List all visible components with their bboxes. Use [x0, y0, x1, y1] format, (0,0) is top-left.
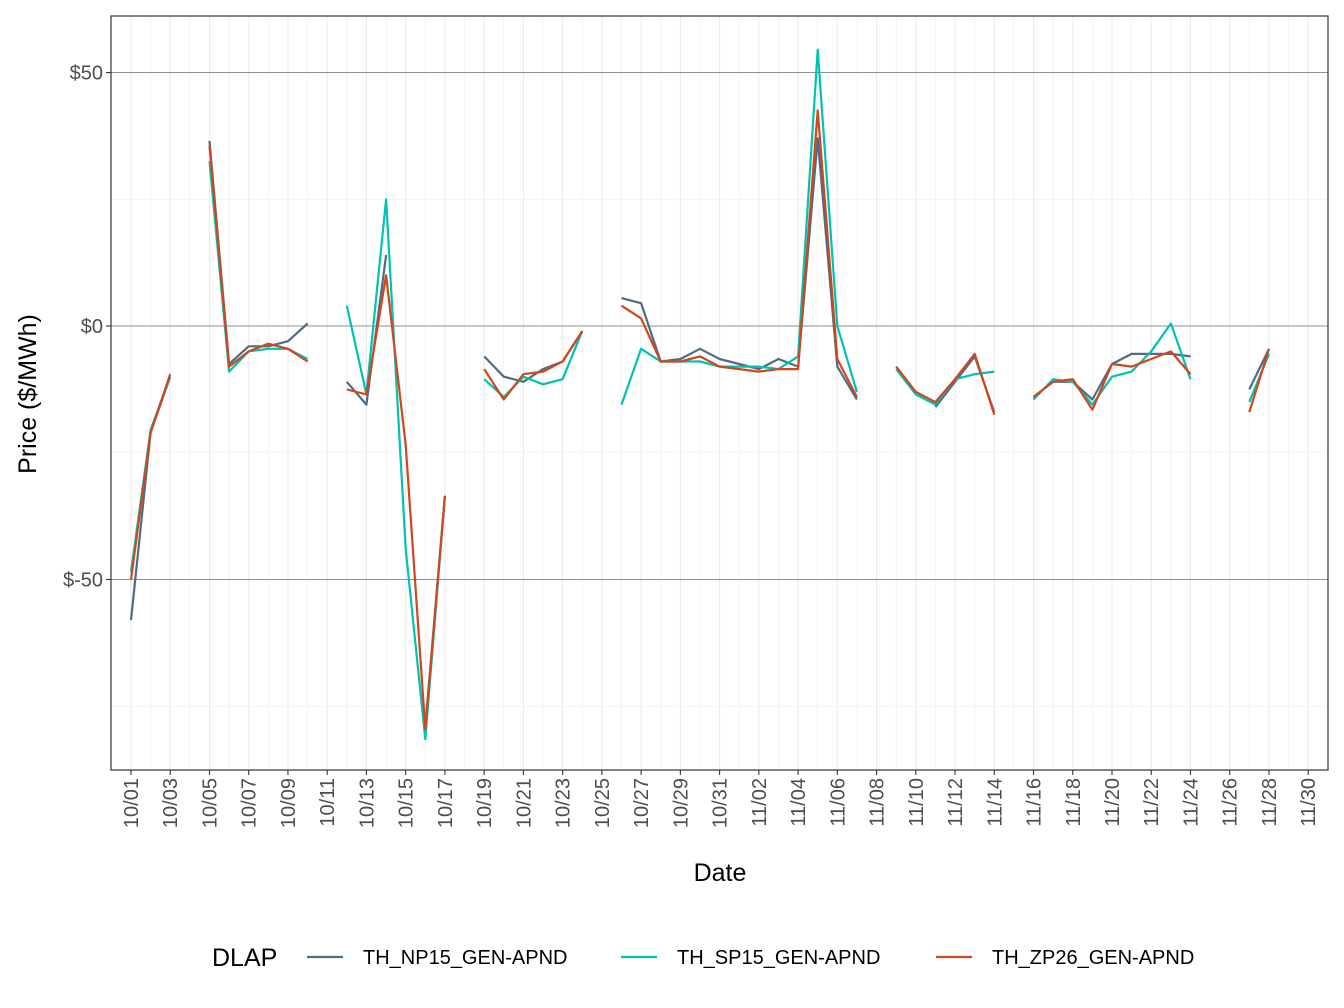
x-tick-label: 10/07 — [239, 778, 261, 828]
x-tick-label: 11/18 — [1063, 778, 1085, 827]
x-tick-label: 10/01 — [121, 778, 143, 828]
legend-label: TH_ZP26_GEN-APND — [992, 947, 1194, 969]
x-tick-label: 11/24 — [1180, 778, 1202, 827]
series-line-segment — [483, 330, 584, 401]
x-tick-label: 11/02 — [749, 778, 771, 827]
series-line-segment — [345, 254, 388, 406]
x-tick-label: 11/16 — [1024, 778, 1046, 827]
x-tick-label: 11/20 — [1102, 778, 1124, 827]
x-tick-label: 10/09 — [278, 778, 300, 828]
major-gridlines — [111, 16, 1328, 770]
legend: DLAP TH_NP15_GEN-APND TH_SP15_GEN-APND TH_… — [212, 944, 1194, 972]
y-tick-label: $0 — [81, 316, 103, 338]
x-tick-label: 10/17 — [435, 778, 457, 828]
series-line-segment — [346, 274, 446, 731]
series-line-segment — [1248, 348, 1270, 390]
series-lines — [129, 48, 1271, 741]
x-tick-label: 10/29 — [670, 778, 692, 828]
series-line-segment — [208, 145, 309, 368]
x-axis-title: Date — [694, 859, 747, 887]
x-tick-label: 11/06 — [827, 778, 849, 827]
y-tick-label: $50 — [70, 63, 103, 85]
x-tick-label: 10/15 — [396, 778, 418, 828]
x-tick-label: 11/14 — [984, 778, 1006, 827]
y-axis: $50 $0 $-50 — [63, 63, 111, 592]
legend-title: DLAP — [212, 944, 277, 972]
x-tick-label: 10/27 — [631, 778, 653, 828]
series-line-segment — [895, 352, 996, 416]
series-line-segment — [1032, 350, 1192, 411]
x-tick-label: 10/03 — [160, 778, 182, 828]
x-tick-label: 10/31 — [710, 778, 732, 828]
x-tick-label: 10/25 — [592, 778, 614, 828]
x-tick-label: 11/10 — [906, 778, 928, 827]
x-tick-label: 11/08 — [867, 778, 889, 827]
x-axis: 10/01 10/03 10/05 10/07 10/09 10/11 10/13 10/15… — [121, 770, 1320, 828]
x-tick-label: 11/30 — [1298, 778, 1320, 827]
x-tick-label: 11/04 — [788, 778, 810, 827]
x-tick-label: 10/19 — [474, 778, 496, 828]
x-tick-label: 10/11 — [317, 778, 339, 827]
legend-label: TH_NP15_GEN-APND — [363, 947, 568, 969]
series-TH_ZP26_GEN-APND — [129, 109, 1271, 731]
x-tick-label: 11/22 — [1141, 778, 1163, 827]
x-tick-label: 11/28 — [1259, 778, 1281, 827]
y-tick-label: $-50 — [63, 570, 103, 592]
series-line-segment — [129, 373, 172, 580]
x-tick-label: 11/26 — [1220, 778, 1242, 827]
x-tick-label: 10/05 — [199, 778, 221, 828]
y-axis-title: Price ($/MWh) — [14, 314, 42, 474]
series-line-segment — [620, 109, 858, 398]
x-tick-label: 10/23 — [553, 778, 575, 828]
series-line-segment — [1248, 348, 1271, 413]
x-tick-label: 10/21 — [513, 778, 535, 828]
x-tick-label: 10/13 — [356, 778, 378, 828]
legend-label: TH_SP15_GEN-APND — [677, 947, 880, 969]
x-tick-label: 11/12 — [945, 778, 967, 827]
